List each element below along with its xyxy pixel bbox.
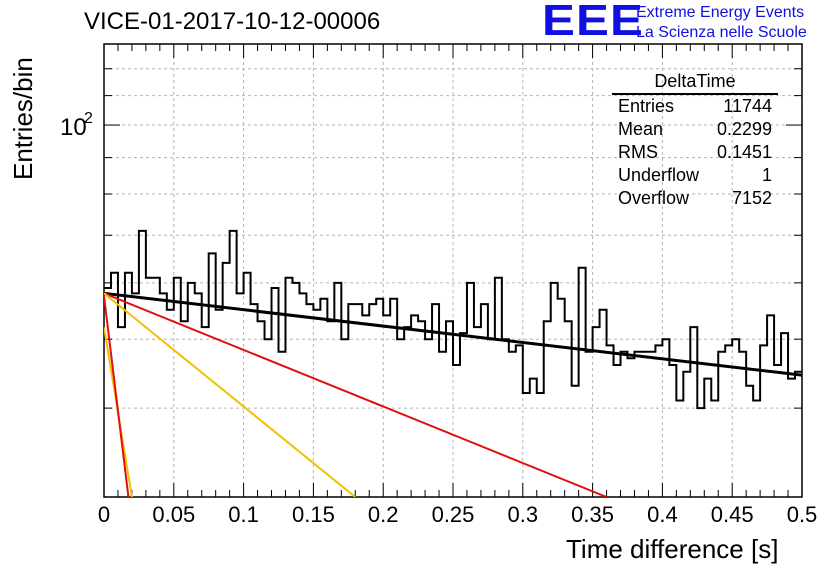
stats-label: RMS bbox=[618, 142, 658, 162]
run-title: VICE-01-2017-10-12-00006 bbox=[84, 8, 381, 35]
x-tick-label: 0.25 bbox=[432, 502, 475, 527]
stats-value: 11744 bbox=[723, 96, 772, 116]
stats-title: DeltaTime bbox=[612, 72, 778, 95]
x-tick-label: 0.45 bbox=[711, 502, 754, 527]
y-tick-label: 10 bbox=[60, 114, 87, 141]
stats-row: RMS 0.1451 bbox=[612, 141, 778, 164]
stats-row: Overflow 7152 bbox=[612, 187, 778, 210]
fit-line bbox=[104, 292, 607, 497]
eee-subtitle-line2: La Scienza nelle Scuole bbox=[636, 24, 807, 41]
stats-label: Entries bbox=[618, 96, 675, 116]
stats-label: Mean bbox=[618, 119, 664, 139]
stats-value: 7152 bbox=[731, 188, 772, 208]
fit-line bbox=[104, 295, 130, 497]
stats-label: Underflow bbox=[618, 165, 700, 185]
stats-box: DeltaTime Entries 11744 Mean 0.2299 RMS 0.1… bbox=[612, 72, 778, 210]
eee-logo: EEE bbox=[542, 0, 644, 45]
stats-label: Overflow bbox=[618, 188, 690, 208]
y-axis-label: Entries/bin bbox=[8, 57, 38, 180]
x-tick-label: 0.15 bbox=[292, 502, 335, 527]
stats-value: 0.2299 bbox=[716, 119, 772, 139]
x-tick-label: 0.5 bbox=[787, 502, 818, 527]
stats-value: 0.1451 bbox=[716, 142, 772, 162]
stats-value: 1 bbox=[761, 165, 772, 185]
stats-row: Mean 0.2299 bbox=[612, 118, 778, 141]
x-tick-label: 0.35 bbox=[571, 502, 614, 527]
x-tick-label: 0 bbox=[98, 502, 110, 527]
fit-line bbox=[104, 292, 356, 497]
x-tick-label: 0.3 bbox=[508, 502, 539, 527]
histogram-line bbox=[104, 229, 802, 410]
x-tick-label: 0.05 bbox=[152, 502, 195, 527]
x-tick-label: 0.2 bbox=[368, 502, 399, 527]
x-axis-label: Time difference [s] bbox=[566, 534, 779, 564]
stats-row: Underflow 1 bbox=[612, 164, 778, 187]
stats-row: Entries 11744 bbox=[612, 95, 778, 118]
x-tick-label: 0.4 bbox=[647, 502, 678, 527]
y-tick-exponent: 2 bbox=[84, 110, 93, 127]
fit-line bbox=[104, 291, 802, 377]
eee-subtitle-line1: Extreme Energy Events bbox=[636, 4, 805, 21]
x-tick-label: 0.1 bbox=[228, 502, 259, 527]
